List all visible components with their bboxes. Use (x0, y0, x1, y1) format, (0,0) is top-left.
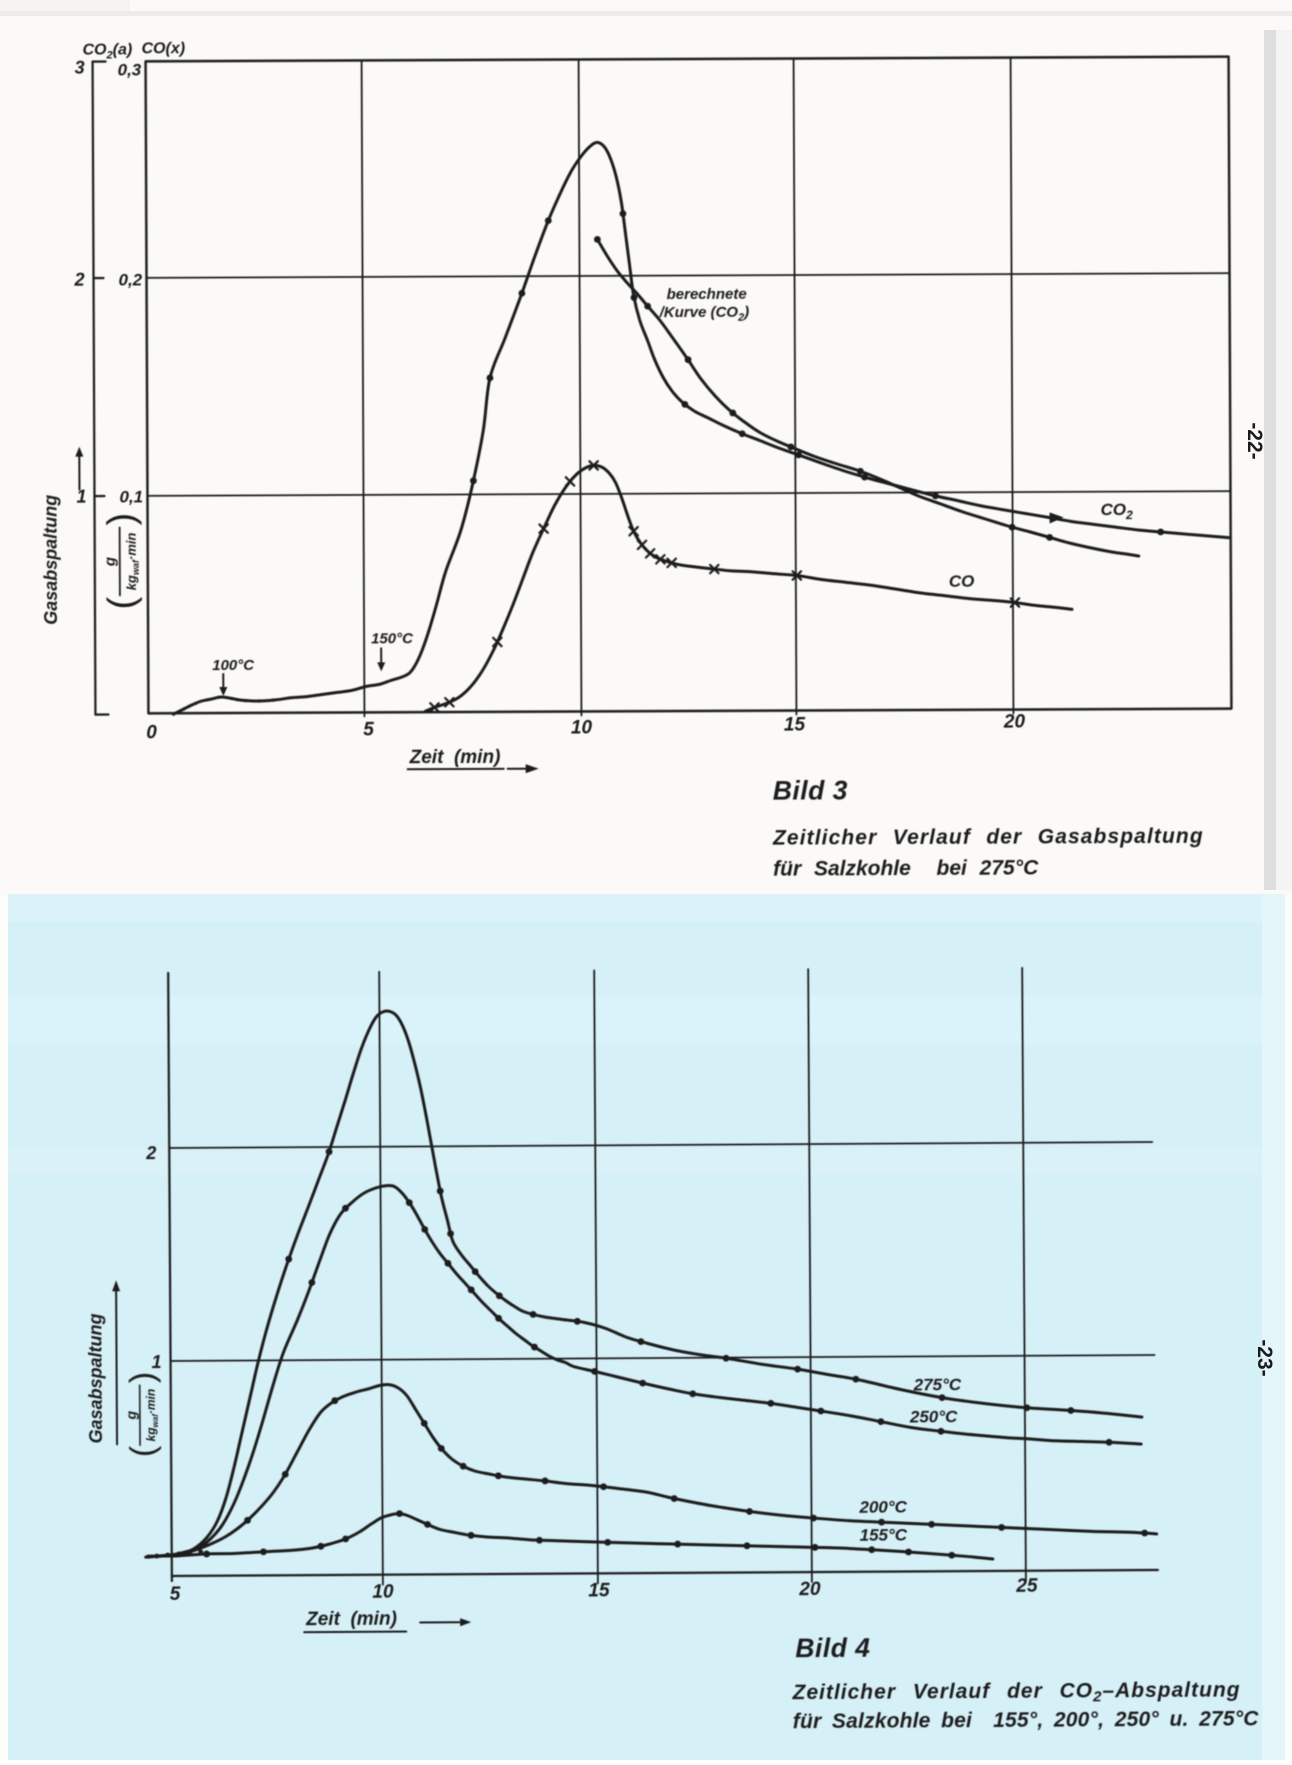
svg-text:-22-: -22- (1243, 422, 1266, 459)
svg-text:5: 5 (170, 1584, 181, 1605)
svg-text:g: g (102, 557, 119, 567)
svg-text:15: 15 (588, 1580, 610, 1601)
svg-text:Gasabspaltung: Gasabspaltung (40, 495, 61, 625)
svg-text:2: 2 (145, 1143, 156, 1163)
svg-text:100°C: 100°C (212, 657, 255, 674)
svg-text:0,3: 0,3 (118, 60, 142, 79)
svg-text:kgwaf·min: kgwaf·min (144, 1389, 160, 1442)
svg-text:(: ( (101, 596, 143, 609)
svg-text:10: 10 (372, 1582, 394, 1603)
svg-text:CO2: CO2 (1101, 500, 1134, 522)
svg-text:150°C: 150°C (371, 630, 414, 647)
svg-text:): ) (124, 1372, 162, 1384)
svg-text:20: 20 (1003, 712, 1026, 733)
svg-text:Bild 3: Bild 3 (773, 775, 848, 805)
svg-text:0,1: 0,1 (119, 487, 143, 506)
svg-text:0: 0 (146, 722, 157, 743)
svg-text:Gasabspaltung: Gasabspaltung (85, 1313, 106, 1443)
svg-text:für Salzkohle bei 155°, 200°,: für Salzkohle bei 155°, 200°, 250° u. 27… (793, 1707, 1260, 1733)
svg-text:25: 25 (1015, 1576, 1038, 1597)
svg-text:1: 1 (151, 1352, 161, 1372)
svg-text:Zeit (min): Zeit (min) (409, 747, 501, 768)
svg-text:15: 15 (784, 714, 806, 735)
svg-text:CO(x): CO(x) (141, 40, 185, 57)
svg-text:20: 20 (798, 1579, 821, 1600)
svg-text:1: 1 (76, 487, 86, 507)
svg-text:2: 2 (73, 270, 84, 290)
svg-text:3: 3 (75, 58, 85, 78)
svg-text:/Kurve (CO2): /Kurve (CO2) (659, 304, 750, 324)
svg-text:berechnete: berechnete (667, 286, 747, 303)
svg-text:5: 5 (363, 719, 374, 740)
svg-text:(: ( (124, 1445, 162, 1457)
svg-text:-23-: -23- (1253, 1339, 1276, 1376)
svg-text:kgwaf·min: kgwaf·min (124, 533, 141, 591)
svg-text:0,2: 0,2 (118, 270, 142, 289)
svg-text:10: 10 (571, 717, 593, 738)
svg-text:275°C: 275°C (913, 1375, 962, 1394)
svg-text:Zeit (min): Zeit (min) (305, 1609, 397, 1631)
svg-text:250°C: 250°C (909, 1407, 958, 1426)
svg-text:Zeitlicher Verlauf der Gasabsp: Zeitlicher Verlauf der Gasabspaltung (772, 825, 1204, 850)
svg-text:): ) (101, 513, 143, 526)
svg-text:g: g (123, 1410, 139, 1420)
svg-text:CO2(a): CO2(a) (82, 41, 132, 61)
svg-text:für Salzkohle bei 275°C: für Salzkohle bei 275°C (773, 856, 1039, 880)
svg-text:200°C: 200°C (858, 1497, 907, 1516)
svg-text:CO: CO (949, 572, 975, 591)
svg-text:Bild 4: Bild 4 (795, 1633, 870, 1663)
svg-text:155°C: 155°C (860, 1525, 908, 1544)
